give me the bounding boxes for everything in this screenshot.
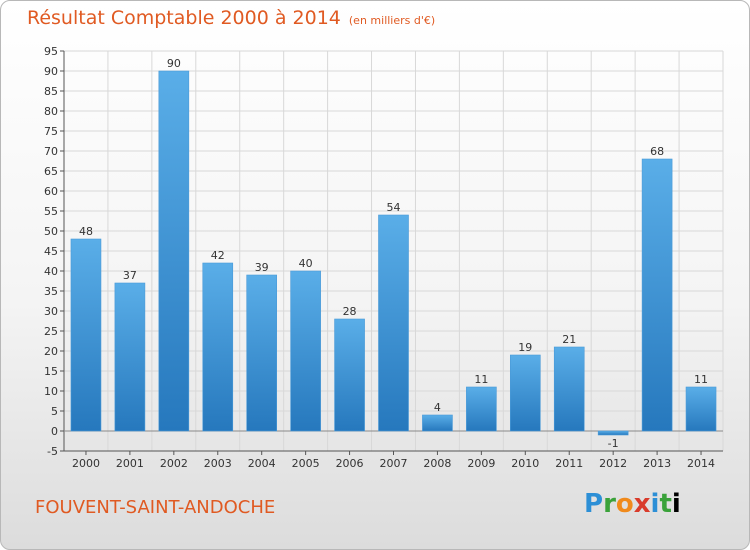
x-tick-label: 2006 [336,457,364,470]
chart-title-text: Résultat Comptable 2000 à 2014 [27,7,341,29]
bar [290,270,321,432]
x-tick-label: 2007 [380,457,408,470]
logo-letter: r [603,489,616,519]
data-label: 54 [387,201,401,214]
data-label: 90 [167,57,181,70]
x-tick-label: 2005 [292,457,320,470]
y-tick-label: 20 [44,345,58,358]
y-tick-label: 55 [44,205,58,218]
bar [334,318,365,432]
logo-letter: o [615,489,634,519]
x-tick-label: 2000 [72,457,100,470]
y-tick-label: 75 [44,125,58,138]
x-tick-labels: 2000 2001 2002 2003 2004 2005 2006 2007 2008 2009… [72,457,715,470]
data-label: 37 [123,269,137,282]
y-tick-label: 25 [44,325,58,338]
data-label: -1 [608,437,619,450]
x-tick-label: 2013 [643,457,671,470]
data-label: 48 [79,225,93,238]
bars [70,70,717,436]
x-tick-label: 2009 [467,457,495,470]
y-tick-label: 5 [51,405,58,418]
data-label: 4 [434,401,441,414]
y-tick-label: 90 [44,65,58,78]
data-label: 11 [694,373,708,386]
x-tick-label: 2008 [423,457,451,470]
y-tick-label: 10 [44,385,58,398]
y-tick-label: 60 [44,185,58,198]
x-tick-label: 2001 [116,457,144,470]
bar [509,354,541,432]
y-tick-label: 45 [44,245,58,258]
y-tick-label: 40 [44,265,58,278]
x-tick-label: 2012 [599,457,627,470]
y-tick-label: 15 [44,365,58,378]
y-tick-label: 65 [44,165,58,178]
logo-letter: t [659,489,672,519]
x-tick-label: 2011 [555,457,583,470]
logo-letter: x [633,489,651,519]
y-tick-label: 70 [44,145,58,158]
bar [70,238,102,432]
bar [246,274,277,432]
bar [378,214,409,432]
data-label: 68 [650,145,664,158]
data-label: 28 [343,305,357,318]
data-label: 19 [518,341,532,354]
y-tick-label: 30 [44,305,58,318]
logo-letter: i [650,489,660,519]
y-tick-label: 80 [44,105,58,118]
bar [158,70,190,432]
data-label: 42 [211,249,225,262]
y-tick-label: -5 [47,445,58,458]
y-tick-label: 0 [51,425,58,438]
bar [466,386,497,432]
commune-name: FOUVENT-SAINT-ANDOCHE [35,497,276,518]
y-tick-label: 95 [44,45,58,58]
y-tick-label: 50 [44,225,58,238]
bar [114,282,146,432]
data-labels: 48 37 90 42 39 40 28 54 4 11 19 21 -1 68 11 [79,57,708,450]
data-label: 21 [562,333,576,346]
logo-letter: i [671,489,681,519]
x-tick-label: 2010 [511,457,539,470]
x-tick-label: 2014 [687,457,715,470]
proxiti-logo[interactable]: Proxiti [584,489,681,519]
data-label: 39 [255,261,269,274]
chart-subtitle: (en milliers d'€) [348,14,436,27]
y-tick-label: 35 [44,285,58,298]
bar [685,386,717,432]
x-tick-label: 2002 [160,457,188,470]
bar [202,262,234,432]
chart-title: Résultat Comptable 2000 à 2014 (en millie… [27,7,435,29]
bar [553,346,585,432]
y-tick-label: 85 [44,85,58,98]
data-label: 11 [474,373,488,386]
bar [597,430,629,436]
data-label: 40 [299,257,313,270]
x-tick-label: 2004 [248,457,276,470]
logo-letter: P [584,489,604,519]
y-tick-labels: -5 0 5 10 15 20 25 30 35 40 45 50 55 60 65 70 75 80 85 90 95 [44,45,58,458]
bar [422,414,453,432]
bar [641,158,673,432]
x-tick-label: 2003 [204,457,232,470]
